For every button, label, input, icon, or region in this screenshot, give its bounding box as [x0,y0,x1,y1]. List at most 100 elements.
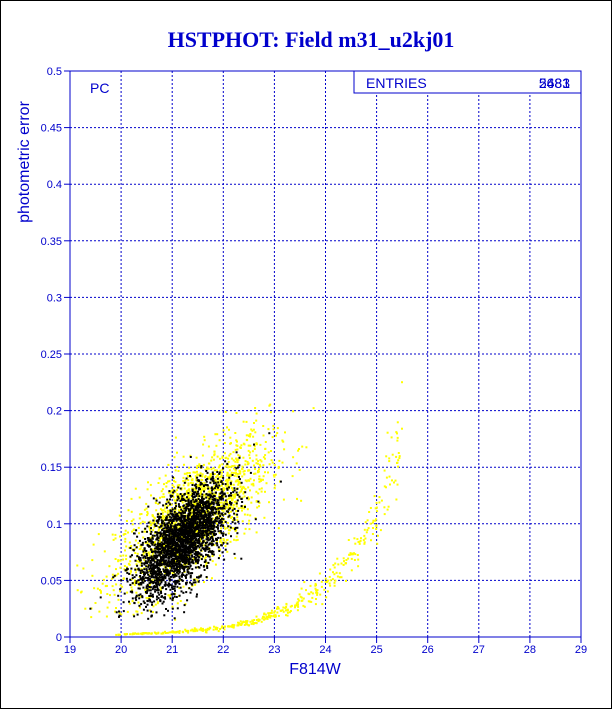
data-point [186,539,189,542]
data-point [177,486,180,489]
data-point [80,591,82,594]
data-point [277,607,280,610]
data-point [163,560,166,563]
data-point [221,626,223,629]
data-point [254,622,257,624]
data-point [137,632,140,635]
data-point [174,554,177,557]
data-point [197,503,200,506]
data-point [176,571,178,574]
data-point [164,569,167,572]
data-point [204,544,207,547]
data-point [226,474,228,477]
data-point [115,633,118,636]
data-point [197,507,200,510]
data-point [240,505,243,508]
data-point [195,559,197,562]
data-point [342,564,345,566]
data-point [155,509,158,512]
data-point [159,496,161,499]
data-point [282,610,285,613]
data-point [161,520,164,523]
data-point [198,540,201,542]
data-point [171,493,174,496]
data-point [311,596,314,599]
data-point [175,505,178,508]
data-point [203,510,206,513]
data-point [187,514,190,517]
data-point [189,572,192,575]
data-point [224,460,227,463]
chart-title: HSTPHOT: Field m31_u2kj01 [168,27,455,52]
data-point [160,573,163,576]
data-point [191,503,194,506]
data-point [194,509,197,512]
data-point [92,543,95,546]
data-point [148,578,151,580]
data-point [180,578,183,581]
data-point [161,528,163,530]
data-point [133,532,135,535]
data-point [220,527,222,530]
data-point [286,614,289,617]
data-point [316,593,319,596]
data-point [175,521,178,524]
data-point [193,493,196,496]
data-point [219,548,221,551]
data-point [228,469,231,472]
y-tick-label: 0 [56,632,62,644]
data-point [158,551,161,553]
data-point [221,509,224,512]
data-point [133,581,136,584]
data-point [147,578,150,580]
data-point [164,545,167,548]
data-point [162,559,165,562]
data-point [375,524,378,527]
data-point [161,575,164,578]
data-point [162,527,165,530]
data-point [171,508,174,511]
data-point [216,512,219,515]
data-point [231,521,234,524]
data-point [166,562,169,565]
data-point [221,468,224,471]
data-point [201,536,204,539]
data-point [178,594,181,597]
data-point [219,519,222,521]
data-point [205,507,208,510]
data-point [176,555,179,558]
data-point [233,507,236,510]
data-point [125,558,128,561]
data-point [154,550,157,553]
data-point [185,491,188,494]
data-point [298,599,301,602]
data-point [194,545,197,548]
data-point [186,570,189,573]
data-point [357,541,360,543]
data-point [156,559,159,562]
data-point [191,551,194,553]
data-point [179,487,182,490]
data-point [174,580,177,583]
data-point [167,525,170,528]
data-point [252,428,255,431]
data-point [241,465,244,468]
data-point [207,512,210,515]
data-point [100,590,102,593]
data-point [139,606,141,609]
data-point [143,563,146,566]
data-point [175,497,178,500]
data-point [181,495,184,497]
data-point [199,529,202,532]
data-point [172,553,174,555]
data-point [212,482,215,485]
data-point [216,542,218,545]
data-point [136,535,139,538]
data-point [250,428,253,431]
data-point [133,548,136,551]
data-point [145,588,148,591]
data-point [207,521,210,524]
data-point [168,579,171,582]
data-point [183,604,186,607]
data-point [181,579,184,582]
